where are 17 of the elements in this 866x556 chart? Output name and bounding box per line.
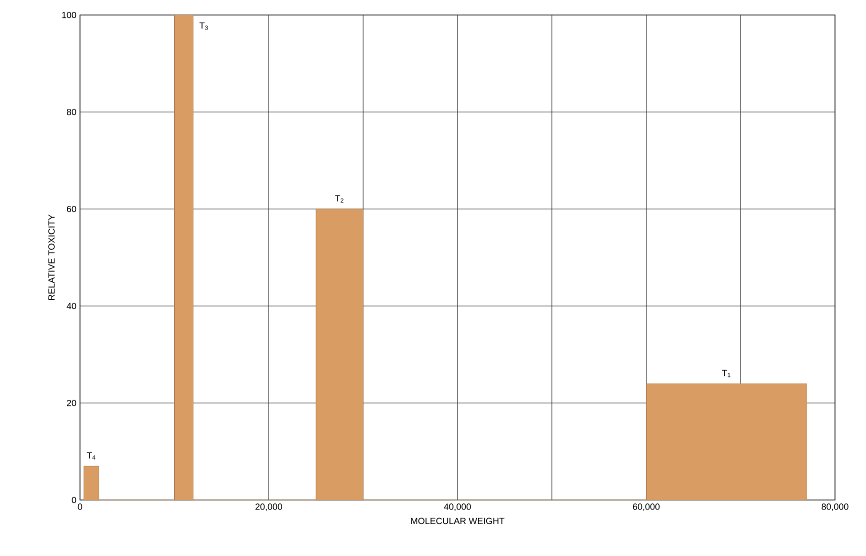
x-tick-label: 80,000 — [822, 504, 848, 511]
annotation: T$_{1}$ — [722, 370, 730, 378]
y-tick-label: 0 — [72, 496, 76, 504]
x-tick-label: 60,000 — [632, 504, 660, 511]
annotation: T$_{2}$ — [335, 195, 344, 202]
x-tick-label: 20,000 — [255, 504, 282, 511]
y-tick-label: 20 — [66, 400, 76, 406]
annotation: T$_{4}$ — [86, 452, 96, 460]
y-tick-label: 80 — [66, 108, 76, 116]
x-tick-label: 40,000 — [444, 504, 471, 511]
y-axis-title: RELATIVE TOXICITY — [48, 214, 55, 300]
annotation: T$_{3}$ — [199, 22, 208, 30]
x-tick-label: 0 — [78, 504, 82, 510]
y-tick-label: 60 — [66, 206, 76, 212]
y-tick-label: 40 — [66, 302, 76, 310]
x-axis-title: MOLECULAR WEIGHT — [411, 518, 504, 524]
y-tick-label: 100 — [62, 12, 76, 18]
